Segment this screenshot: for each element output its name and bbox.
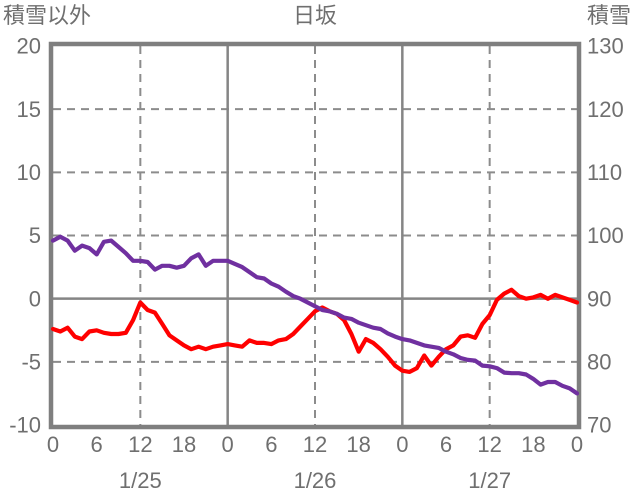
right-axis-tick-label: 80 xyxy=(587,350,611,375)
right-axis-tick-label: 130 xyxy=(587,34,624,59)
x-axis-hour-label: 18 xyxy=(346,432,370,457)
gridlines-layer xyxy=(53,46,577,425)
left-axis-tick-label: -10 xyxy=(9,413,41,438)
right-axis-title: 積雪 xyxy=(586,3,631,28)
right-axis-tick-label: 70 xyxy=(587,413,611,438)
x-axis-date-label: 1/26 xyxy=(294,468,337,493)
left-axis-tick-label: 0 xyxy=(29,286,41,311)
left-axis-tick-label: 10 xyxy=(17,160,41,185)
x-axis-hour-label: 0 xyxy=(571,432,583,457)
right-axis-tick-label: 110 xyxy=(587,160,622,185)
right-axis-tick-label: 120 xyxy=(587,97,624,122)
x-axis-hour-label: 6 xyxy=(265,432,277,457)
left-axis-title: 積雪以外 xyxy=(3,3,92,28)
x-axis-hour-label: 6 xyxy=(91,432,103,457)
right-axis-tick-label: 90 xyxy=(587,286,611,311)
x-axis-hour-label: 12 xyxy=(128,432,152,457)
left-axis-tick-label: 15 xyxy=(17,97,41,122)
x-axis-hour-label: 12 xyxy=(477,432,501,457)
series-line-red xyxy=(50,287,580,374)
x-axis-hour-label: 6 xyxy=(440,432,452,457)
series-lines-layer xyxy=(50,234,580,396)
x-axis-date-label: 1/27 xyxy=(468,468,511,493)
x-axis-hour-label: 18 xyxy=(172,432,196,457)
plot-border xyxy=(48,41,582,430)
x-axis-date-label: 1/25 xyxy=(119,468,162,493)
x-axis-hour-label: 0 xyxy=(222,432,234,457)
x-axis-hour-label: 12 xyxy=(303,432,327,457)
x-axis-hour-label: 0 xyxy=(47,432,59,457)
chart-title: 日坂 xyxy=(292,3,337,28)
x-axis-hour-label: 18 xyxy=(521,432,545,457)
left-axis-tick-label: 5 xyxy=(29,223,41,248)
series-line-purple xyxy=(50,234,580,396)
left-axis-tick-label: 20 xyxy=(17,34,41,59)
right-axis-tick-label: 100 xyxy=(587,223,624,248)
x-axis-hour-label: 0 xyxy=(396,432,408,457)
left-axis-tick-label: -5 xyxy=(21,350,41,375)
